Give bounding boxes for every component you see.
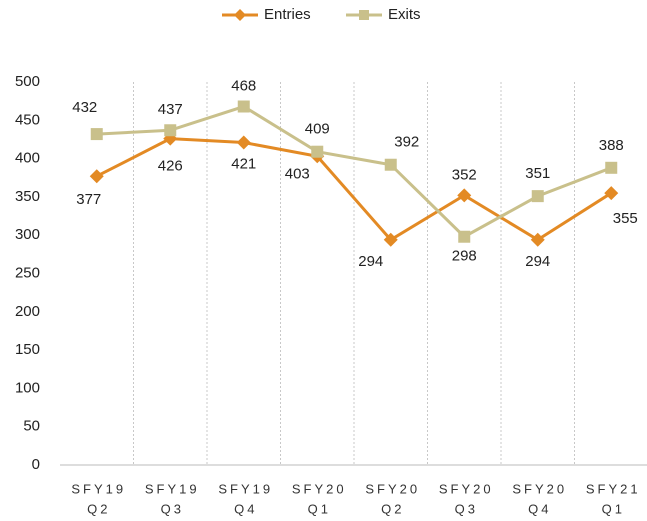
data-label: 432	[72, 99, 97, 116]
x-tick-label: Q2	[87, 501, 110, 516]
y-tick-label: 250	[15, 264, 40, 281]
marker	[236, 135, 251, 150]
data-label: 437	[158, 101, 183, 118]
x-tick-label: SFY19	[145, 481, 200, 496]
legend-marker	[359, 10, 369, 20]
marker	[89, 169, 104, 184]
data-label: 351	[525, 165, 550, 182]
series-line	[96, 104, 612, 239]
x-tick-label: SFY20	[512, 481, 567, 496]
data-label: 298	[452, 248, 477, 265]
series-line	[96, 137, 613, 242]
data-label: 355	[613, 210, 638, 227]
marker	[531, 190, 544, 203]
x-tick-label: Q1	[602, 501, 625, 516]
data-label: 392	[394, 134, 419, 151]
y-tick-label: 450	[15, 111, 40, 128]
x-tick-label: Q1	[308, 501, 331, 516]
x-tick-label: SFY20	[365, 481, 420, 496]
x-tick-label: SFY19	[218, 481, 273, 496]
y-tick-label: 200	[15, 303, 40, 320]
data-label: 421	[231, 155, 256, 172]
marker	[605, 161, 618, 174]
data-label: 294	[358, 253, 383, 270]
marker	[383, 232, 398, 247]
y-tick-label: 350	[15, 188, 40, 205]
x-tick-label: Q3	[161, 501, 184, 516]
marker	[457, 188, 472, 203]
marker	[90, 128, 103, 141]
data-label: 468	[231, 77, 256, 94]
x-tick-label: SFY20	[292, 481, 347, 496]
marker	[237, 100, 250, 113]
x-tick-label: Q4	[234, 501, 257, 516]
x-tick-label: SFY19	[71, 481, 126, 496]
data-label: 426	[158, 158, 183, 175]
data-label: 403	[285, 165, 310, 182]
marker	[311, 145, 324, 158]
data-label: 352	[452, 166, 477, 183]
x-tick-label: SFY21	[586, 481, 641, 496]
y-tick-label: 150	[15, 341, 40, 358]
x-tick-label: SFY20	[439, 481, 494, 496]
x-tick-label: Q3	[455, 501, 478, 516]
data-label: 377	[76, 191, 101, 208]
marker	[604, 186, 619, 201]
legend-label: Exits	[388, 6, 421, 23]
y-tick-label: 100	[15, 379, 40, 396]
marker	[384, 158, 397, 171]
marker	[164, 124, 177, 137]
legend-label: Entries	[264, 6, 311, 23]
y-tick-label: 300	[15, 226, 40, 243]
data-label: 294	[525, 253, 550, 270]
marker	[458, 230, 471, 243]
y-tick-label: 500	[15, 73, 40, 90]
x-tick-label: Q2	[381, 501, 404, 516]
y-tick-label: 0	[32, 456, 40, 473]
data-label: 388	[599, 137, 624, 154]
marker	[530, 232, 545, 247]
data-label: 409	[305, 121, 330, 138]
y-tick-label: 400	[15, 150, 40, 167]
x-tick-label: Q4	[528, 501, 551, 516]
y-tick-label: 50	[23, 418, 40, 435]
legend-marker	[234, 9, 246, 21]
